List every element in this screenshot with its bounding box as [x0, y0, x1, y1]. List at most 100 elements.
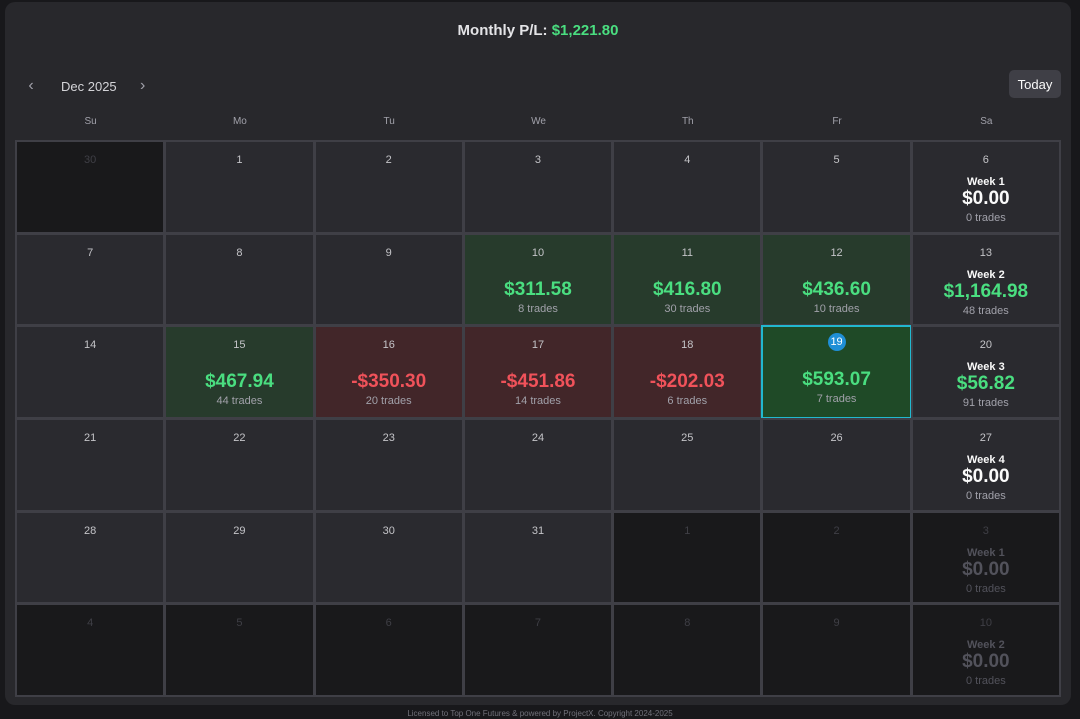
week-label: Week 2 [966, 639, 1005, 652]
trade-count: 0 trades [965, 675, 1006, 688]
weekday-sa: Sa [980, 116, 993, 127]
day-number: 28 [84, 524, 97, 537]
trade-count: 20 trades [365, 395, 412, 408]
day-number: 10 [979, 617, 992, 630]
day-cell[interactable]: 7 [462, 603, 614, 697]
day-cell[interactable]: 5 [164, 603, 315, 697]
day-cell[interactable]: 29 [164, 510, 315, 605]
week-summary-cell[interactable]: 27 Week 4 $0.00 0 trades [910, 417, 1061, 512]
monthly-pl-label: Monthly P/L: [457, 22, 548, 39]
chevron-left-icon[interactable]: ‹ [28, 77, 34, 94]
day-number: 7 [534, 617, 542, 630]
week-summary-cell[interactable]: 13 Week 2 $1,164.98 48 trades [910, 232, 1061, 327]
day-number: 31 [531, 524, 545, 537]
day-cell[interactable]: 16 -$350.30 20 trades [313, 325, 464, 419]
day-cell[interactable]: 26 [761, 417, 912, 512]
day-pl-value: $467.94 [205, 371, 274, 393]
day-cell[interactable]: 8 [164, 232, 315, 327]
day-cell[interactable]: 9 [313, 232, 464, 327]
weekday-su: Su [84, 116, 97, 127]
day-cell[interactable]: 28 [15, 510, 166, 605]
week-pl-value: $56.82 [956, 373, 1015, 395]
day-cell[interactable]: 3 [462, 140, 614, 234]
day-cell[interactable]: 15 $467.94 44 trades [164, 325, 315, 419]
week-pl-value: $0.00 [962, 651, 1010, 673]
day-number: 23 [382, 431, 395, 444]
weekday-we: We [531, 116, 546, 127]
day-number: 9 [385, 246, 392, 259]
day-number: 18 [681, 339, 694, 352]
day-number: 2 [833, 524, 840, 537]
day-cell[interactable]: 22 [164, 417, 315, 512]
day-cell[interactable]: 25 [612, 417, 763, 512]
day-cell[interactable]: 4 [612, 140, 763, 234]
day-cell[interactable]: 24 [462, 417, 614, 512]
trade-count: 0 trades [965, 489, 1006, 502]
day-cell[interactable]: 19 $593.07 7 trades [761, 325, 912, 419]
day-cell[interactable]: 7 [15, 232, 166, 327]
day-cell[interactable]: 9 [761, 603, 912, 697]
calendar-panel: Monthly P/L: $1,221.80 ‹ Dec 2025 › Toda… [5, 2, 1071, 705]
day-number: 20 [979, 339, 992, 352]
calendar-grid: 30 1 2 3 4 5 6 Week 1 $0.00 0 trades 7 8 9 10 $311.58 8… [15, 140, 1061, 697]
week-summary-cell[interactable]: 6 Week 1 $0.00 0 trades [910, 140, 1061, 234]
day-pl-value: $593.07 [802, 369, 871, 391]
week-pl-value: $0.00 [962, 558, 1010, 580]
day-cell[interactable]: 8 [612, 603, 763, 697]
day-number: 26 [830, 431, 843, 444]
day-number: 21 [84, 431, 97, 444]
week-pl-value: $0.00 [962, 188, 1010, 209]
day-cell[interactable]: 23 [313, 417, 464, 512]
week-label: Week 4 [966, 453, 1005, 466]
day-number: 6 [982, 154, 989, 166]
day-cell[interactable]: 2 [313, 140, 464, 234]
chevron-right-icon[interactable]: › [139, 77, 146, 94]
day-cell[interactable]: 30 [313, 510, 464, 605]
month-navigation: ‹ Dec 2025 › [21, 72, 153, 100]
day-cell[interactable]: 1 [164, 140, 315, 234]
day-cell[interactable]: 14 [15, 325, 166, 419]
day-number: 4 [684, 154, 691, 166]
day-number: 30 [382, 524, 395, 537]
week-summary-cell[interactable]: 10 Week 2 $0.00 0 trades [910, 603, 1061, 697]
day-number: 27 [979, 431, 992, 444]
day-cell[interactable]: 30 [15, 140, 166, 234]
trade-count: 30 trades [664, 302, 711, 315]
day-number: 2 [385, 154, 392, 166]
day-number: 3 [534, 154, 542, 166]
day-number: 9 [833, 617, 840, 630]
trade-count: 10 trades [813, 302, 860, 315]
trade-count: 0 trades [965, 212, 1006, 224]
day-number: 5 [236, 617, 243, 630]
day-cell[interactable]: 12 $436.60 10 trades [761, 232, 912, 327]
day-cell[interactable]: 10 $311.58 8 trades [462, 232, 614, 327]
trade-count: 44 trades [216, 395, 263, 408]
day-number: 7 [87, 246, 94, 259]
day-cell[interactable]: 21 [15, 417, 166, 512]
today-button[interactable]: Today [1009, 70, 1061, 98]
weekday-tu: Tu [383, 116, 395, 127]
week-pl-value: $0.00 [962, 465, 1010, 487]
day-cell[interactable]: 18 -$202.03 6 trades [612, 325, 763, 419]
day-pl-value: -$202.03 [649, 371, 725, 393]
day-cell[interactable]: 1 [612, 510, 763, 605]
day-number: 16 [382, 339, 395, 352]
week-summary-cell[interactable]: 20 Week 3 $56.82 91 trades [910, 325, 1061, 419]
weekday-fr: Fr [832, 116, 842, 127]
trade-count: 48 trades [962, 304, 1009, 317]
day-number: 1 [684, 524, 691, 537]
day-number: 12 [830, 246, 843, 259]
day-cell[interactable]: 6 [313, 603, 464, 697]
day-cell[interactable]: 31 [462, 510, 614, 605]
day-cell[interactable]: 11 $416.80 30 trades [612, 232, 763, 327]
week-summary-cell[interactable]: 3 Week 1 $0.00 0 trades [910, 510, 1061, 605]
day-number: 5 [833, 154, 840, 166]
trade-count: 6 trades [667, 395, 708, 408]
day-number: 1 [236, 154, 243, 166]
trade-count: 7 trades [816, 393, 857, 406]
day-pl-value: $311.58 [504, 278, 572, 300]
day-cell[interactable]: 4 [15, 603, 166, 697]
day-cell[interactable]: 17 -$451.86 14 trades [462, 325, 614, 419]
day-cell[interactable]: 5 [761, 140, 912, 234]
day-cell[interactable]: 2 [761, 510, 912, 605]
